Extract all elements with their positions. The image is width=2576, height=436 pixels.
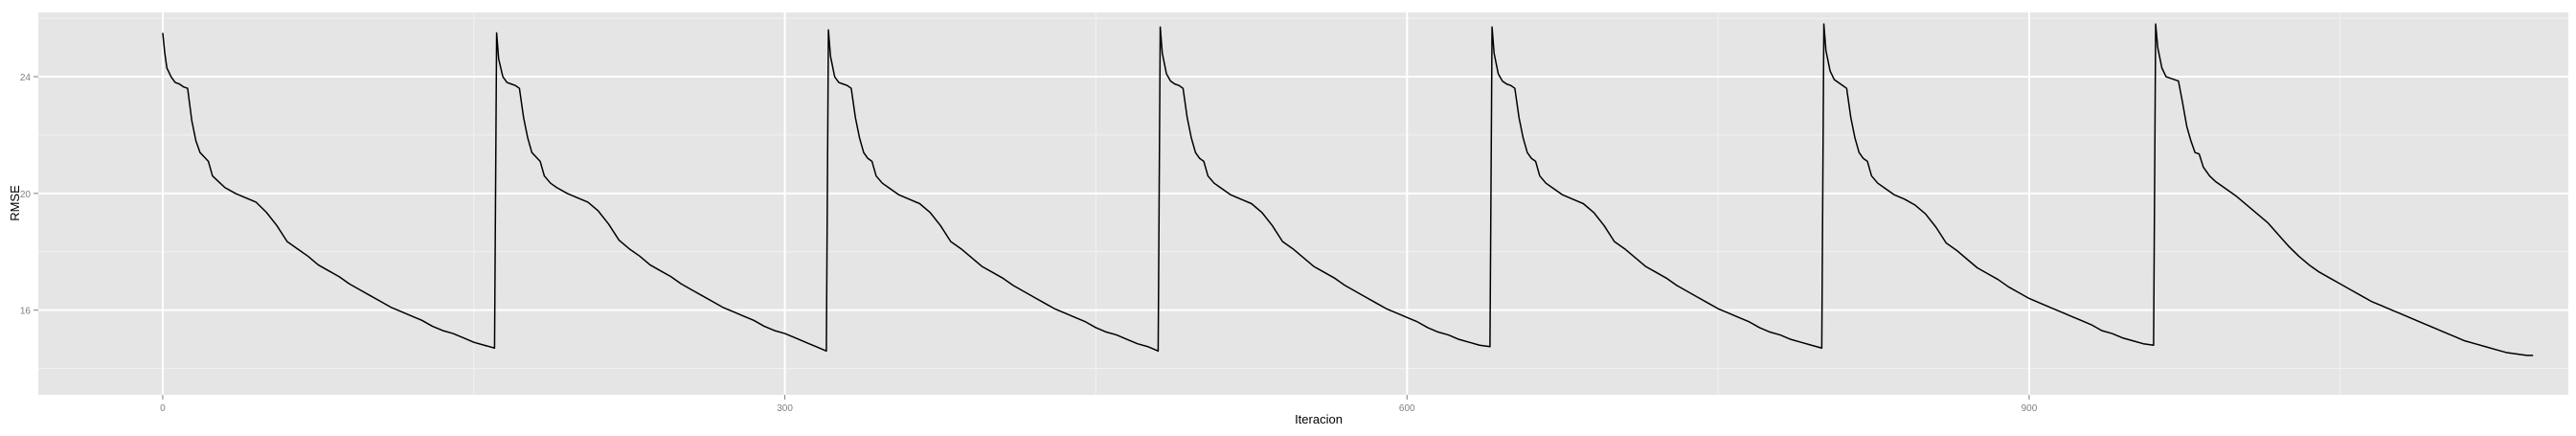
x-tick-label: 0 xyxy=(160,403,166,414)
y-tick-label: 16 xyxy=(20,307,32,317)
y-tick-label: 24 xyxy=(20,73,32,83)
series-layer xyxy=(162,23,2534,356)
axes: 0 300 600 900 16 20 24 xyxy=(20,73,2038,414)
x-axis-label: Iteracion xyxy=(1295,412,1343,426)
x-tick-label: 900 xyxy=(2022,403,2038,414)
grid-lines xyxy=(38,12,2568,395)
x-tick-label: 600 xyxy=(1399,403,1415,414)
x-tick-label: 300 xyxy=(777,403,793,414)
series-line-0 xyxy=(162,23,2534,356)
plot-background xyxy=(38,12,2568,395)
y-axis-label: RMSE xyxy=(8,185,22,221)
y-tick-label: 20 xyxy=(20,190,32,200)
plot-panel xyxy=(38,12,2568,395)
